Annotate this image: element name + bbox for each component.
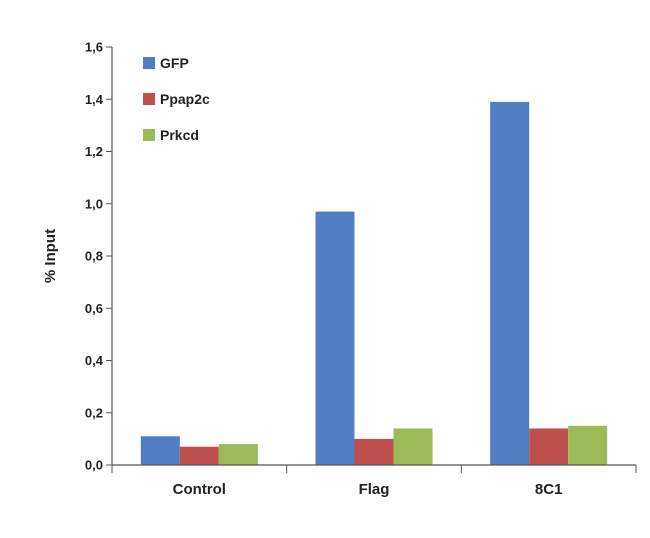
x-tick-label: Control — [173, 481, 226, 498]
bar-ppap2c-control — [179, 446, 219, 465]
legend-swatch-ppap2c — [143, 93, 155, 105]
bar-ppap2c-flag — [354, 438, 394, 465]
y-tick-label: 1,2 — [85, 144, 103, 159]
bar-prkcd-control — [218, 444, 258, 465]
y-tick-label: 0,4 — [85, 353, 104, 368]
bar-gfp-control — [140, 436, 180, 465]
y-tick-label: 0,0 — [85, 458, 103, 473]
legend-swatch-prkcd — [143, 129, 155, 141]
bar-gfp-8c1 — [490, 101, 530, 466]
bar-gfp-flag — [315, 211, 355, 465]
bar-prkcd-8c1 — [568, 425, 608, 465]
y-tick-label: 0,8 — [85, 249, 103, 264]
x-tick-label: Flag — [359, 481, 390, 498]
bar-prkcd-flag — [393, 428, 433, 465]
y-tick-label: 0,6 — [85, 301, 103, 316]
axes-layer: Control Flag 8C1 0,0 0,2 0,4 0,6 0,8 1,0 1,2 1,4 1,… — [85, 40, 637, 498]
legend-swatch-gfp — [143, 57, 155, 69]
legend-label-gfp: GFP — [160, 55, 189, 71]
x-tick-label: 8C1 — [535, 481, 563, 498]
y-axis-title: % Input — [42, 229, 59, 283]
y-tick-label: 0,2 — [85, 405, 103, 420]
bars-layer — [140, 101, 608, 466]
legend: GFP Ppap2c Prkcd — [143, 55, 210, 143]
y-tick-label: 1,6 — [85, 40, 103, 55]
legend-label-prkcd: Prkcd — [160, 127, 199, 143]
y-tick-label: 1,4 — [85, 92, 104, 107]
legend-label-ppap2c: Ppap2c — [160, 91, 210, 107]
bar-ppap2c-8c1 — [529, 428, 569, 465]
y-tick-label: 1,0 — [85, 196, 103, 211]
